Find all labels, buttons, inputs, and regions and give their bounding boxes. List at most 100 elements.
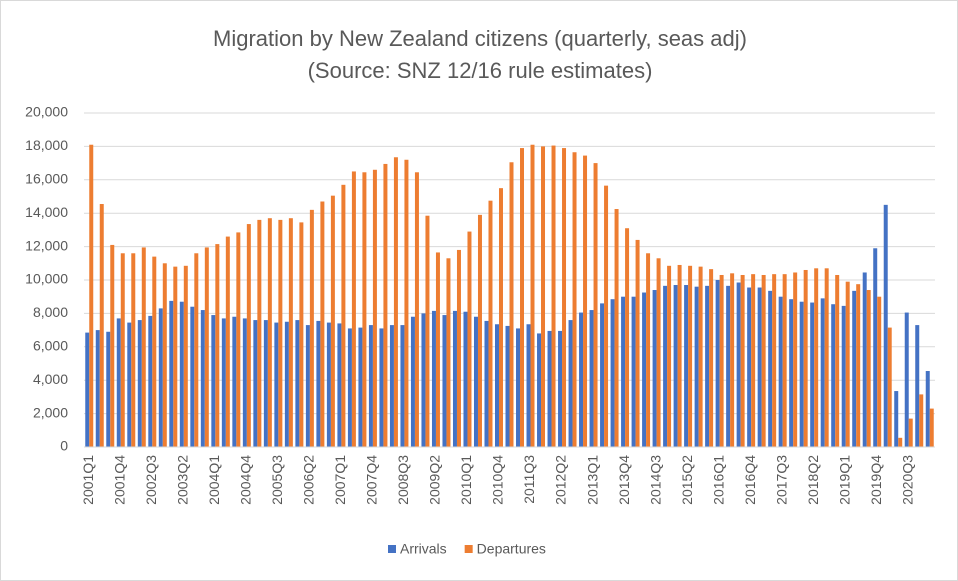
bar [152, 256, 157, 447]
x-tick-label: 2009Q2 [427, 455, 443, 505]
x-tick-label: 2010Q4 [490, 455, 506, 505]
bar [221, 318, 226, 447]
x-tick-label: 2013Q4 [616, 455, 632, 505]
bar [85, 332, 90, 447]
bar [919, 394, 924, 447]
bar [642, 292, 647, 447]
chart-title: Migration by New Zealand citizens (quart… [213, 26, 747, 51]
bar [925, 371, 930, 447]
bar [488, 200, 493, 447]
bar [793, 272, 798, 447]
bar [110, 244, 115, 447]
bar [330, 195, 335, 447]
x-tick-label: 2012Q2 [553, 455, 569, 505]
bar [141, 247, 146, 447]
bar [179, 301, 184, 447]
bar [505, 325, 510, 447]
bar [883, 204, 888, 447]
bar [778, 296, 783, 447]
x-tick-label: 2020Q3 [899, 455, 915, 505]
bar [751, 274, 756, 447]
x-tick-label: 2015Q2 [679, 455, 695, 505]
bar [589, 310, 594, 447]
bar [541, 146, 546, 447]
bar [677, 264, 682, 447]
bar [782, 274, 787, 447]
bar [856, 284, 861, 447]
x-tick-label: 2001Q4 [111, 455, 127, 505]
x-tick-label: 2001Q1 [80, 455, 96, 505]
bar [898, 437, 903, 447]
bar [509, 162, 514, 447]
bar [320, 201, 325, 447]
bar [337, 323, 342, 447]
y-tick-label: 10,000 [25, 271, 68, 287]
legend-swatch [464, 545, 473, 553]
bar [215, 244, 220, 447]
x-tick-label: 2019Q4 [868, 455, 884, 505]
x-tick-label: 2002Q3 [143, 455, 159, 505]
bar [274, 322, 279, 447]
bar [866, 290, 871, 447]
bar [877, 296, 882, 447]
bar [761, 274, 766, 447]
bar [158, 308, 163, 447]
bar [148, 315, 153, 447]
bar [463, 311, 468, 447]
bar [646, 253, 651, 447]
bar [610, 299, 615, 447]
bar [803, 269, 808, 447]
bar [232, 316, 237, 447]
bar [604, 185, 609, 447]
bar [362, 172, 367, 447]
bar [452, 310, 457, 447]
bar [673, 285, 678, 447]
bar [204, 247, 209, 447]
bar [520, 148, 524, 447]
x-tick-label: 2016Q1 [710, 455, 726, 505]
bar [95, 330, 100, 447]
bar [845, 281, 850, 447]
bar [383, 163, 388, 447]
bar [404, 159, 409, 447]
bar [862, 272, 867, 447]
bar [89, 144, 94, 448]
bar [810, 302, 815, 447]
bar [772, 274, 777, 447]
bar [120, 253, 125, 447]
bar [572, 152, 577, 447]
bar [652, 290, 657, 447]
bar [183, 265, 188, 447]
bar [824, 268, 829, 447]
bar [593, 163, 598, 447]
x-tick-label: 2018Q2 [805, 455, 821, 505]
bar [421, 313, 426, 447]
x-tick-label: 2011Q3 [521, 455, 537, 504]
x-tick-label: 2004Q1 [206, 455, 222, 505]
bar [705, 285, 710, 447]
x-tick-label: 2013Q1 [584, 455, 600, 505]
bar [831, 304, 836, 447]
bar [799, 301, 804, 447]
bar [473, 316, 478, 447]
bar [358, 327, 363, 447]
bar [568, 320, 573, 447]
bar [635, 239, 640, 447]
bar [267, 218, 272, 447]
y-tick-label: 14,000 [25, 204, 68, 220]
bar [288, 218, 293, 447]
bar [698, 266, 703, 447]
bar [246, 224, 251, 447]
bar [835, 274, 840, 447]
bar [614, 209, 619, 447]
bar [351, 171, 356, 447]
bar [477, 214, 482, 447]
bar [929, 408, 934, 447]
y-tick-label: 8,000 [33, 304, 68, 320]
bar [715, 280, 720, 447]
bar [600, 303, 605, 447]
bar [393, 157, 398, 447]
bar [347, 328, 352, 447]
bar [299, 222, 304, 447]
